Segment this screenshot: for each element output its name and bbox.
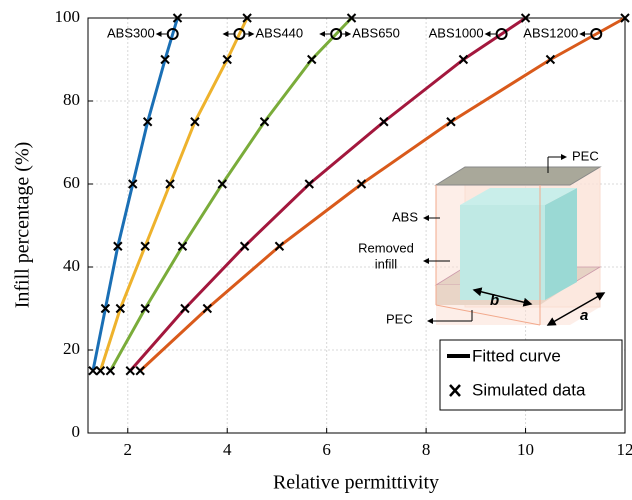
series-label: ABS440 <box>255 25 303 40</box>
series-label: ABS1200 <box>523 25 578 40</box>
y-tick-label: 20 <box>63 339 80 358</box>
y-axis-label: Infill percentage (%) <box>12 142 34 309</box>
x-tick-label: 4 <box>223 440 232 459</box>
inset-label: Removed <box>358 240 414 255</box>
inset-label: a <box>580 307 588 324</box>
legend-label: Fitted curve <box>472 346 561 365</box>
y-tick-label: 40 <box>63 256 80 275</box>
series-line <box>110 18 351 371</box>
y-tick-label: 60 <box>63 173 80 192</box>
data-point <box>275 242 283 250</box>
inset-label: PEC <box>386 311 413 326</box>
data-point <box>181 305 189 313</box>
x-tick-label: 2 <box>124 440 133 459</box>
series-label: ABS300 <box>107 25 155 40</box>
y-tick-label: 80 <box>63 90 80 109</box>
inset-label: ABS <box>392 209 418 224</box>
data-point <box>241 242 249 250</box>
x-tick-label: 10 <box>517 440 534 459</box>
y-tick-label: 100 <box>55 7 81 26</box>
x-tick-label: 12 <box>617 440 632 459</box>
series-label: ABS650 <box>352 25 400 40</box>
y-tick-label: 0 <box>72 422 81 441</box>
data-point <box>380 118 388 126</box>
series-line <box>100 18 247 371</box>
inset-label: infill <box>375 256 398 271</box>
inset-label: PEC <box>572 148 599 163</box>
x-tick-label: 6 <box>322 440 331 459</box>
data-point <box>459 56 467 64</box>
inset-diagram <box>424 157 604 325</box>
data-point <box>203 305 211 313</box>
data-point <box>136 367 144 375</box>
legend-label: Simulated data <box>472 380 586 399</box>
x-axis-label: Relative permittivity <box>273 472 439 494</box>
series-label: ABS1000 <box>429 25 484 40</box>
inset-label: b <box>490 292 499 309</box>
x-tick-label: 8 <box>422 440 431 459</box>
chart: 0 20 40 60 80 100 2 4 6 8 10 12 ABS300 ABS440 ABS650 A… <box>0 0 632 500</box>
data-point <box>261 118 269 126</box>
data-point <box>308 56 316 64</box>
